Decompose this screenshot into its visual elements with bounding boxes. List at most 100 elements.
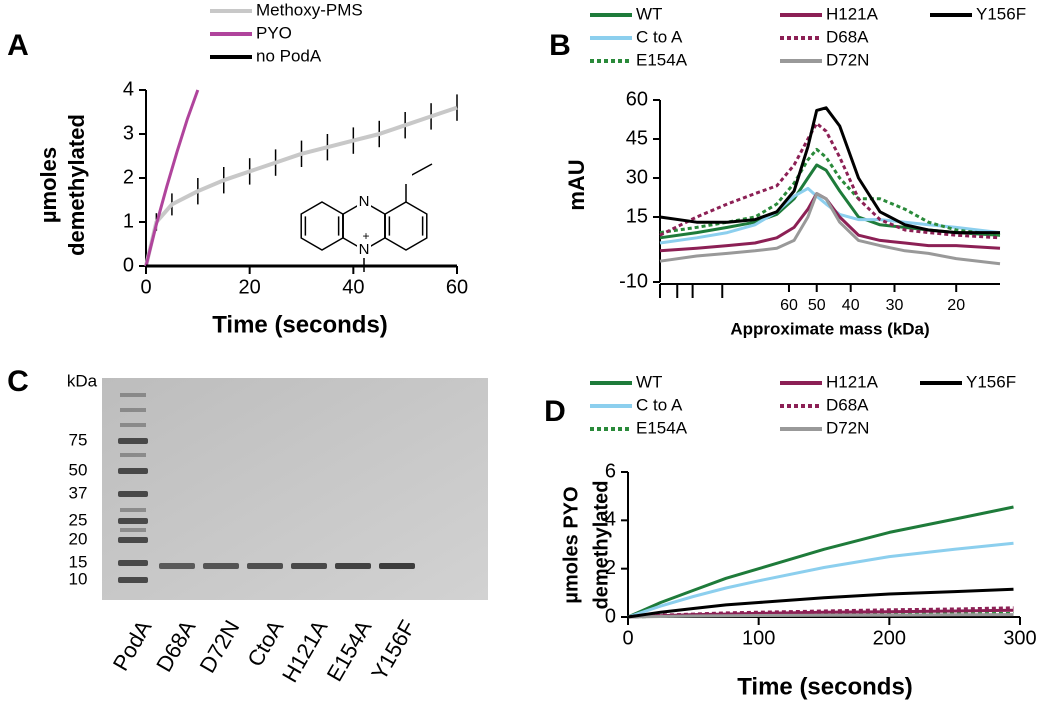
ladder-band: [118, 537, 148, 543]
structure-atom: N: [359, 241, 370, 258]
y-axis-label: µmoles: [36, 147, 61, 223]
structure-atom: N: [359, 193, 370, 210]
ladder-band: [118, 491, 148, 497]
legend-label: PYO: [256, 23, 292, 42]
ladder-label: 37: [69, 483, 88, 502]
lane-label: PodA: [108, 616, 157, 675]
y-tick-label: 3: [123, 122, 134, 144]
legend-label: H121A: [826, 372, 879, 391]
y-tick-label: 0: [605, 605, 616, 627]
y-tick-label: 4: [605, 509, 616, 531]
structure-atom-bg: [357, 194, 371, 210]
panel-letter: A: [7, 29, 29, 62]
ladder-band: [118, 577, 148, 583]
legend-label: C to A: [636, 395, 683, 414]
lane-label: D72N: [195, 616, 245, 677]
lane-label: H121A: [277, 616, 332, 687]
x-tick-label: 50: [808, 297, 826, 314]
x-tick-label: 20: [239, 276, 261, 298]
x-tick-label: 200: [873, 627, 906, 649]
data-line: [659, 106, 1000, 235]
x-axis-label: Time (seconds): [737, 673, 913, 700]
x-tick-label: 0: [140, 276, 151, 298]
y-axis-label: µmoles PYO: [560, 486, 582, 603]
data-line: [659, 186, 1001, 245]
y-tick-label: 45: [626, 127, 648, 149]
ladder-band: [120, 528, 146, 532]
y-tick-label: 2: [605, 557, 616, 579]
x-tick-label: 40: [842, 297, 860, 314]
sample-band: [159, 563, 195, 569]
x-tick-label: 20: [947, 297, 965, 314]
y-tick-label: 60: [626, 88, 648, 110]
panel-letter: D: [544, 395, 566, 428]
legend-label: D72N: [826, 418, 869, 437]
legend-label: E154A: [636, 50, 688, 69]
lane-label: Y156F: [366, 616, 420, 685]
y-axis-label: demethylated: [590, 481, 612, 610]
legend-label: D68A: [826, 395, 869, 414]
y-axis-label: demethylated: [64, 114, 89, 256]
data-line: [627, 541, 1014, 619]
ladder-band: [120, 393, 146, 397]
structure-charge: +: [362, 229, 369, 243]
ladder-band: [118, 468, 148, 474]
lane-label: D68A: [151, 616, 200, 676]
ladder-band: [120, 408, 146, 412]
legend-label: WT: [636, 372, 662, 391]
gel-unit-label: kDa: [67, 371, 98, 390]
legend-label: Y156F: [976, 4, 1026, 23]
x-tick-label: 0: [622, 627, 633, 649]
x-axis-label: Approximate mass (kDa): [730, 319, 929, 338]
ladder-label: 50: [69, 460, 88, 479]
x-tick-label: 300: [1003, 627, 1036, 649]
ladder-band: [118, 560, 148, 566]
y-tick-label: -10: [619, 270, 648, 292]
legend-label: D72N: [826, 50, 869, 69]
ladder-label: 20: [69, 529, 88, 548]
sample-band: [335, 563, 371, 569]
data-line: [144, 105, 458, 267]
legend-label: C to A: [636, 27, 683, 46]
data-line: [627, 505, 1014, 619]
x-tick-label: 60: [780, 297, 798, 314]
structure-atom-bg: [400, 170, 412, 184]
structure-ring: [300, 201, 344, 251]
ladder-label: 10: [69, 569, 88, 588]
ladder-label: 15: [69, 552, 88, 571]
panel-letter: C: [7, 365, 29, 398]
sample-band: [379, 563, 415, 569]
ladder-band: [120, 508, 146, 512]
y-tick-label: 6: [605, 460, 616, 482]
lane-label: CtoA: [242, 616, 288, 671]
ladder-label: 25: [69, 510, 88, 529]
legend-label: H121A: [826, 4, 879, 23]
legend-label: Y156F: [966, 372, 1016, 391]
legend-label: Methoxy-PMS: [256, 0, 363, 19]
lane-label: E154A: [322, 616, 377, 686]
data-line: [659, 121, 1001, 240]
x-tick-label: 100: [742, 627, 775, 649]
data-line: [659, 192, 1001, 266]
sample-band: [203, 563, 239, 569]
data-line: [627, 606, 1014, 619]
y-tick-label: 30: [626, 166, 648, 188]
structure-ring: [384, 201, 428, 251]
sample-band: [291, 563, 327, 569]
ladder-band: [120, 423, 146, 427]
y-tick-label: 0: [123, 254, 134, 276]
ladder-band: [118, 438, 148, 444]
y-tick-label: 4: [123, 78, 134, 100]
data-line: [659, 147, 1001, 237]
y-tick-label: 1: [123, 210, 134, 232]
ladder-band: [120, 453, 146, 457]
data-line: [144, 89, 200, 267]
y-axis-label: mAU: [564, 159, 589, 210]
ladder-label: 75: [69, 430, 88, 449]
x-tick-label: 40: [342, 276, 364, 298]
y-tick-label: 2: [123, 166, 134, 188]
legend-label: WT: [636, 4, 662, 23]
structure-bond: [409, 163, 433, 177]
legend-label: no PodA: [256, 46, 322, 65]
